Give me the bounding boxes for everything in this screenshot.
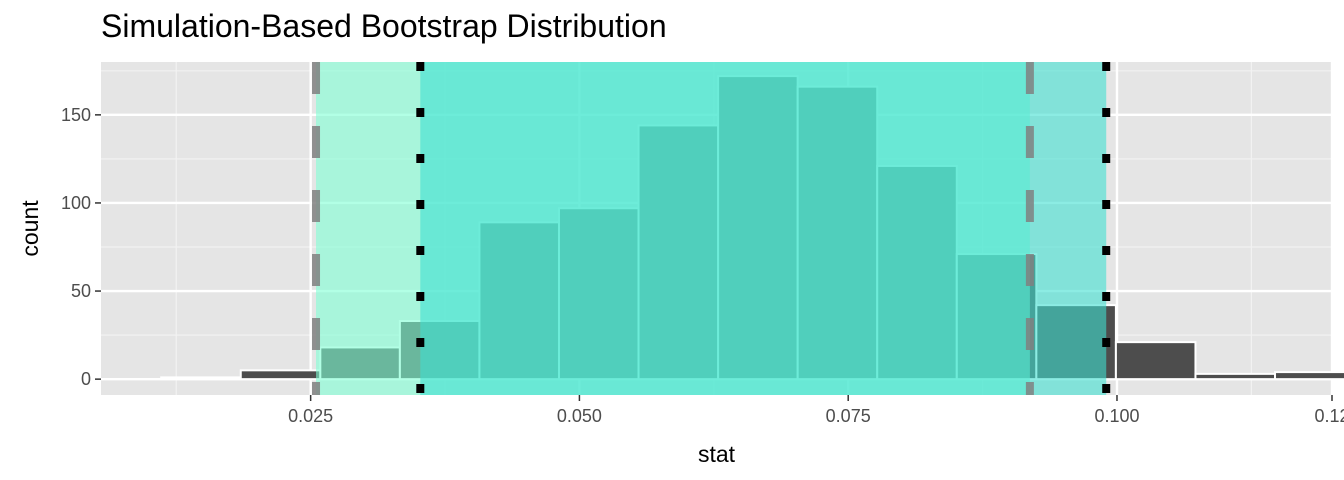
y-tick-label: 100 [61, 193, 91, 213]
x-axis-title: stat [698, 441, 736, 467]
interval-lines [312, 62, 1111, 395]
x-tick-label: 0.075 [826, 406, 871, 426]
y-tick-label: 150 [61, 105, 91, 125]
y-axis: 0 50 100 150 [61, 105, 101, 389]
histogram-bar [1274, 371, 1344, 381]
histogram-bar [1114, 341, 1197, 381]
interval-shade-2 [420, 62, 1107, 395]
x-tick-label: 0.025 [288, 406, 333, 426]
x-tick-label: 0.100 [1094, 406, 1139, 426]
y-tick-label: 50 [71, 281, 91, 301]
y-tick-label: 0 [81, 369, 91, 389]
x-tick-label: 0.12 [1314, 406, 1344, 426]
histogram-bar [160, 376, 242, 381]
histogram-bar [239, 369, 322, 381]
chart-title: Simulation-Based Bootstrap Distribution [101, 8, 667, 44]
y-axis-title: count [17, 200, 43, 257]
x-tick-label: 0.050 [557, 406, 602, 426]
x-axis: 0.025 0.050 0.075 0.100 0.12 [288, 395, 1344, 426]
interval-overlays [316, 62, 1107, 395]
histogram-bar [1194, 372, 1277, 381]
